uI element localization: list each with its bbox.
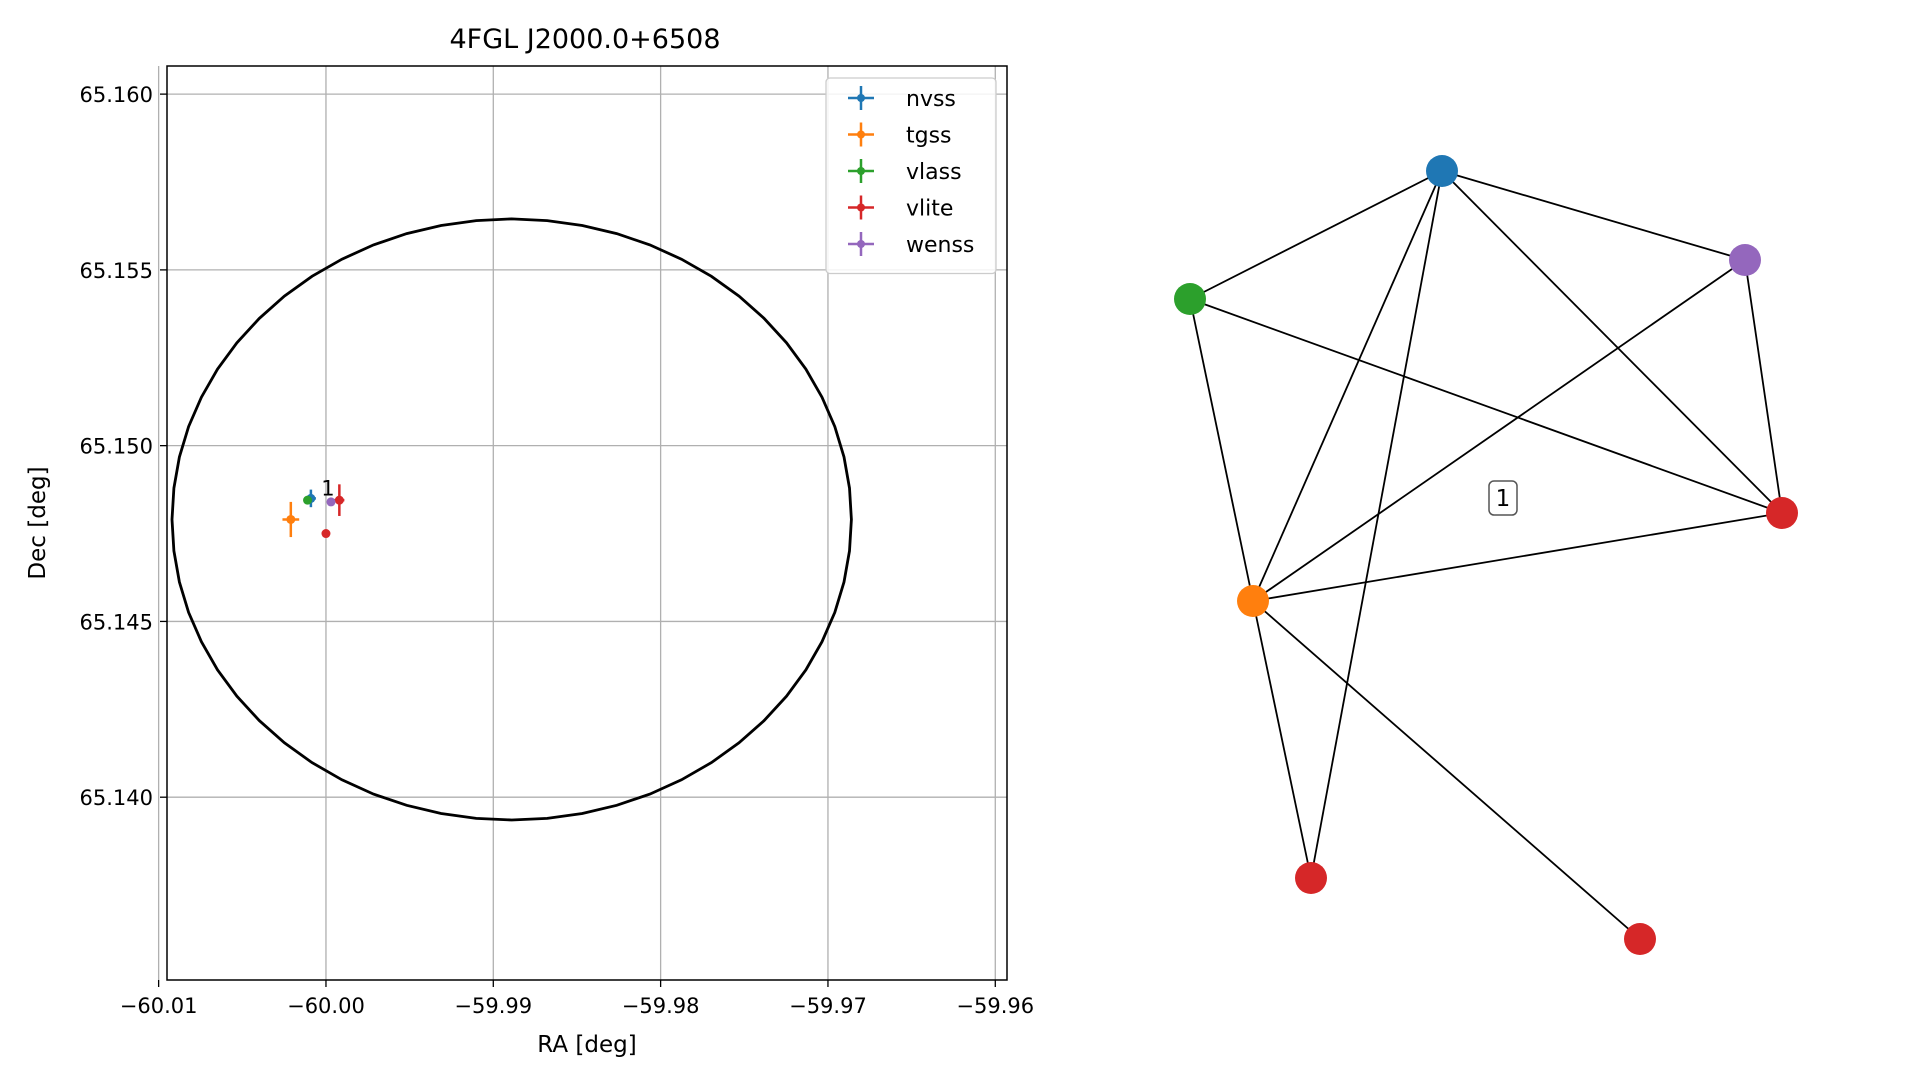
wenss-legend-marker	[857, 240, 865, 248]
annotations: 1	[321, 476, 334, 500]
vlite-legend-marker	[857, 203, 865, 212]
network-panel: 1	[1174, 155, 1798, 955]
chart-title: 4FGL J2000.0+6508	[449, 24, 720, 55]
node-vlite_b	[1295, 862, 1327, 894]
edge-nvss-tgss	[1252, 170, 1443, 602]
group-label-text: 1	[1496, 486, 1511, 512]
graph-nodes	[1174, 155, 1798, 955]
nvss-legend-label: nvss	[906, 87, 956, 112]
x-tick-label: −59.98	[622, 994, 700, 1018]
y-tick-label: 65.145	[80, 610, 153, 634]
plot-frame	[166, 65, 1008, 981]
x-tick-label: −60.00	[287, 994, 365, 1018]
edge-vlass-tgss	[1189, 298, 1254, 602]
y-tick-label: 65.160	[80, 83, 153, 107]
edge-wenss-vlite_a	[1744, 259, 1783, 514]
group-label: 1	[1488, 480, 1518, 516]
x-tick-label: −60.01	[120, 994, 198, 1018]
edge-nvss-vlite_a	[1441, 170, 1783, 514]
vlite-legend-label: vlite	[906, 197, 953, 222]
edge-vlass-vlite_a	[1189, 298, 1783, 514]
edge-tgss-vlite_b	[1252, 600, 1312, 879]
x-tick-label: −59.97	[789, 994, 867, 1018]
node-tgss	[1237, 585, 1269, 617]
edge-wenss-tgss	[1252, 259, 1746, 602]
error-ellipse	[170, 217, 853, 822]
legend: nvss tgss vlass vlite wenss	[825, 77, 997, 275]
wenss-legend-label: wenss	[906, 233, 974, 258]
node-vlite_c	[1624, 923, 1656, 955]
y-tick-label: 65.150	[80, 435, 153, 459]
legend-box	[825, 77, 997, 275]
graph-edges	[1189, 170, 1783, 940]
x-axis-label: RA [deg]	[537, 1032, 636, 1058]
y-axis-label: Dec [deg]	[25, 466, 51, 579]
tgss-legend-label: tgss	[906, 124, 952, 149]
vlass-point	[303, 495, 313, 505]
data-points	[282, 484, 345, 539]
edge-tgss-vlite_c	[1252, 600, 1641, 940]
vlite-point	[321, 529, 331, 539]
node-vlite_a	[1766, 497, 1798, 529]
vlass-legend-marker	[857, 167, 865, 175]
point-annotation: 1	[321, 476, 334, 500]
x-axis-ticks: −60.01 −60.00 −59.99 −59.98 −59.97 −59.96	[120, 980, 1034, 1018]
edge-nvss-wenss	[1441, 170, 1746, 261]
tgss-point	[286, 514, 296, 524]
vlite-point	[334, 495, 344, 505]
nvss-legend-marker	[857, 94, 865, 102]
vlass-legend-label: vlass	[906, 160, 962, 185]
x-tick-label: −59.99	[454, 994, 532, 1018]
y-tick-label: 65.155	[80, 259, 153, 283]
node-nvss	[1426, 155, 1458, 187]
wenss-point	[326, 497, 336, 507]
error-ellipse-layer	[170, 217, 853, 822]
edge-tgss-vlite_a	[1252, 512, 1783, 602]
scatter-panel: 4FGL J2000.0+6508 1 −60.01 −60.00 −59.99 −5…	[25, 24, 1034, 1058]
y-tick-label: 65.140	[80, 786, 153, 810]
y-axis-ticks: 65.140 65.145 65.150 65.155 65.160	[80, 83, 167, 810]
edge-nvss-vlite_b	[1310, 170, 1443, 879]
node-vlass	[1174, 283, 1206, 315]
x-tick-label: −59.96	[956, 994, 1034, 1018]
tgss-legend-marker	[857, 130, 865, 139]
edge-nvss-vlass	[1189, 170, 1443, 300]
node-wenss	[1729, 244, 1761, 276]
group-label-box	[1488, 480, 1518, 516]
